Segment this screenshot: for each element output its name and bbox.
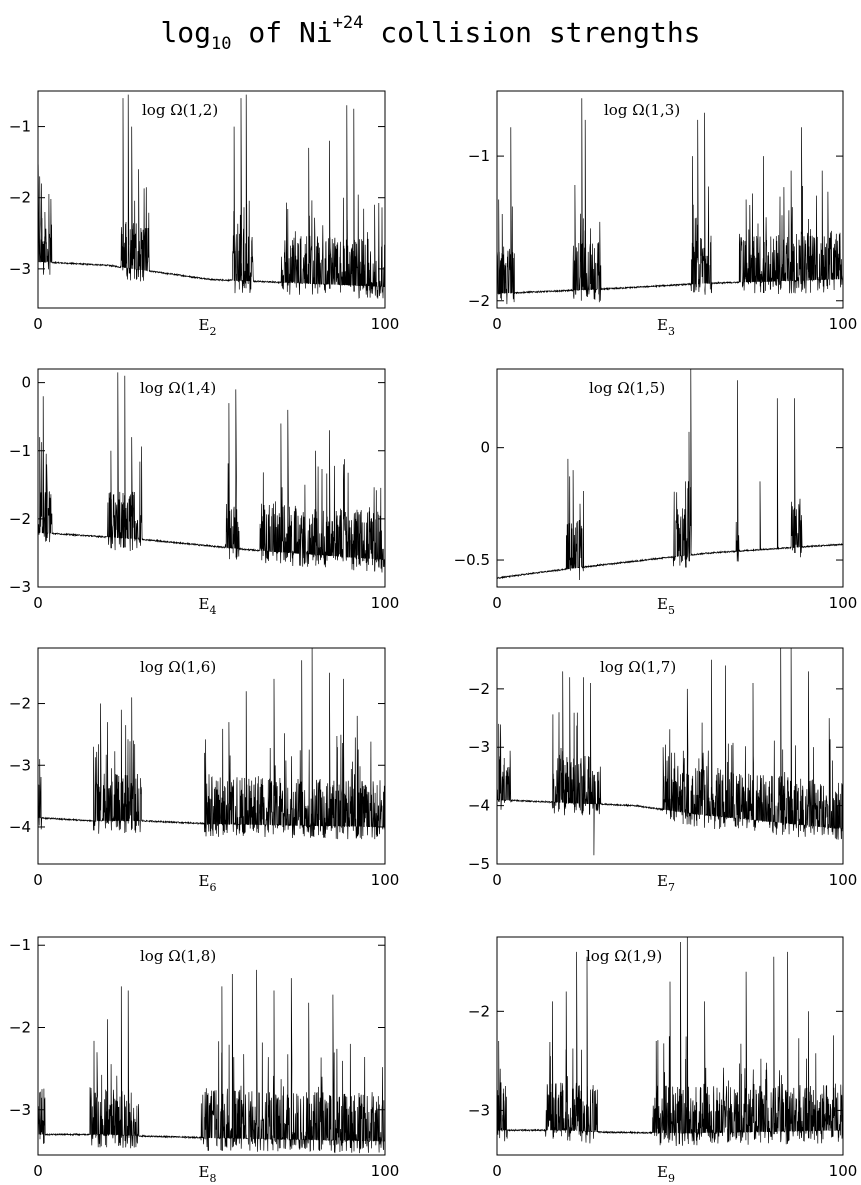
x-axis-label: E8 [199, 1163, 217, 1185]
x-axis-label: E2 [199, 316, 217, 338]
y-tick-label: −3 [468, 738, 490, 756]
figure-title: log10 of Ni+24 collision strengths [0, 0, 861, 60]
plot-frame [37, 647, 386, 865]
y-tick-label: −4 [468, 797, 490, 815]
panel-8: −2 −3 0 100 E9 log Ω(1,9) [468, 936, 858, 1185]
y-tick-label: −2 [9, 1018, 31, 1036]
x-tick-label: 100 [829, 594, 858, 612]
plot-frame [496, 368, 844, 588]
panel-7: −1 −2 −3 0 100 E8 log Ω(1,8) [9, 936, 399, 1185]
plot-frame [496, 647, 844, 865]
x-tick-label: 0 [33, 594, 43, 612]
x-tick-label: 100 [371, 871, 400, 889]
y-tick-label: −2 [9, 189, 31, 207]
y-tick-label: −2 [468, 680, 490, 698]
panel-2: −1 −20 100 E3 log Ω(1,3) [468, 90, 858, 338]
collision-strength-series [496, 647, 844, 856]
plot-frame [496, 90, 844, 309]
x-tick-label: 100 [829, 1162, 858, 1180]
x-tick-label: 0 [492, 594, 502, 612]
x-tick-label: 0 [492, 1162, 502, 1180]
title-log: log [160, 16, 212, 49]
panel-4: 0 −0.5 0 100 E5 log Ω(1,5) [454, 368, 858, 617]
plot-frame [37, 368, 386, 588]
x-tick-label: 100 [829, 315, 858, 333]
panel-label: log Ω(1,4) [140, 379, 216, 397]
y-tick-label: −1 [9, 936, 31, 954]
collision-strength-series [37, 969, 386, 1154]
panel-label: log Ω(1,8) [140, 947, 216, 965]
x-axis-label: E5 [657, 595, 675, 617]
x-tick-label: 100 [829, 871, 858, 889]
panel-label: log Ω(1,5) [589, 379, 665, 397]
y-tick-label: −1 [9, 118, 31, 136]
y-tick-label: −3 [9, 260, 31, 278]
x-tick-label: 100 [371, 594, 400, 612]
x-tick-label: 0 [33, 1162, 43, 1180]
panel-label: log Ω(1,6) [140, 658, 216, 676]
title-log-base: 10 [211, 34, 232, 54]
x-tick-label: 100 [371, 315, 400, 333]
panel-6: −2 −3 −4 −50 100 E7 log Ω(1,7) [468, 647, 858, 894]
collision-strength-series [496, 98, 844, 305]
x-axis-label: E6 [199, 872, 217, 894]
y-tick-label: −3 [9, 756, 31, 774]
y-tick-label: −3 [9, 1101, 31, 1119]
panel-label: log Ω(1,2) [142, 101, 218, 119]
y-tick-label: −3 [9, 578, 31, 596]
panel-5: −2 −3 −4 0 100 E6 log Ω(1,6) [9, 647, 400, 894]
collision-strength-series [37, 94, 386, 299]
plot-frame [37, 936, 386, 1156]
y-tick-label: −2 [9, 510, 31, 528]
y-tick-label: −2 [468, 1002, 490, 1020]
x-tick-label: 0 [492, 315, 502, 333]
y-tick-label: −0.5 [454, 551, 490, 569]
panel-label: log Ω(1,9) [586, 947, 662, 965]
panel-label: log Ω(1,3) [604, 101, 680, 119]
x-tick-label: 100 [371, 1162, 400, 1180]
x-axis-label: E7 [657, 872, 675, 894]
y-tick-label: −4 [9, 818, 31, 836]
y-tick-label: −2 [9, 695, 31, 713]
y-tick-label: −3 [468, 1101, 490, 1119]
y-tick-label: −1 [9, 442, 31, 460]
collision-strength-series [37, 372, 386, 573]
plot-frame [496, 936, 844, 1156]
y-tick-label: −1 [468, 147, 490, 165]
y-tick-label: 0 [480, 439, 490, 457]
collision-strength-series [37, 647, 386, 840]
collision-strength-series [496, 368, 844, 581]
title-suffix: collision strengths [380, 16, 701, 49]
x-tick-label: 0 [33, 315, 43, 333]
x-axis-label: E9 [657, 1163, 675, 1185]
panel-label: log Ω(1,7) [600, 658, 676, 676]
y-tick-label: 0 [21, 374, 31, 392]
x-axis-label: E4 [199, 595, 217, 617]
title-charge: +24 [332, 13, 364, 33]
collision-strength-series [496, 936, 844, 1147]
x-tick-label: 0 [33, 871, 43, 889]
x-tick-label: 0 [492, 871, 502, 889]
x-axis-label: E3 [657, 316, 675, 338]
panel-1: −1 −2 −3 0 100 E2 log Ω(1,2) [9, 90, 400, 338]
y-tick-label: −5 [468, 855, 490, 873]
y-tick-label: −2 [468, 292, 490, 310]
title-species: of Ni [248, 16, 333, 49]
